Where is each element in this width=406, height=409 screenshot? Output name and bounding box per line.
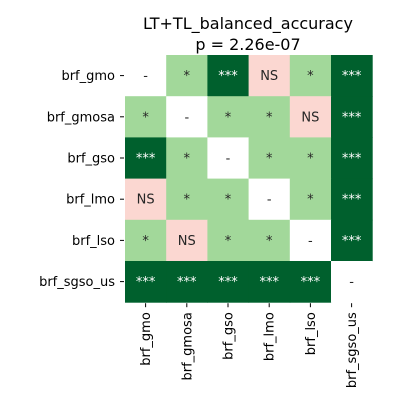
heatmap-cell-label: * (307, 152, 314, 167)
heatmap-cell-label: * (142, 234, 149, 249)
heatmap-cell-label: *** (342, 234, 362, 249)
heatmap-cell-label: *** (342, 69, 362, 84)
heatmap-cell-label: *** (259, 275, 279, 290)
col-tick-label: brf_gmosa (180, 312, 195, 380)
heatmap-cell-label: * (225, 234, 232, 249)
row-tick-label: brf_gmo (61, 69, 115, 84)
heatmap-cell-label: *** (342, 110, 362, 125)
heatmap-cell-label: * (266, 152, 273, 167)
heatmap-cell-label: NS (260, 69, 278, 84)
row-tick-label: brf_gmosa (47, 110, 115, 125)
row-tick-label: brf_lmo (66, 193, 115, 208)
heatmap-cell-label: - (226, 152, 231, 167)
col-tick-labels: brf_gmo brf_gmosa brf_gso brf_lmo brf_lso brf… (139, 303, 360, 388)
heatmap-cell-label: - (184, 110, 189, 125)
col-tick-label: brf_lso (304, 312, 319, 355)
heatmap-cell-label: * (307, 69, 314, 84)
heatmap-cell-label: * (184, 152, 191, 167)
heatmap-cell-label: * (266, 234, 273, 249)
heatmap-cell-label: *** (177, 275, 197, 290)
row-tick-label: brf_lso (72, 234, 115, 249)
heatmap-cell-label: *** (136, 152, 156, 167)
heatmap-cells: - * *** NS * **** - * * NS ****** * - * * ***NS * * - * ****… (125, 55, 373, 303)
col-tick-label: brf_gmo (139, 312, 154, 366)
heatmap-cell-label: * (142, 110, 149, 125)
heatmap-cell-label: * (184, 193, 191, 208)
row-tick-label: brf_gso (67, 152, 115, 167)
chart-subtitle-pvalue: p = 2.26e-07 (195, 35, 300, 54)
row-tick-label: brf_sgso_us (39, 275, 115, 290)
heatmap-cell-label: NS (137, 193, 155, 208)
heatmap-cell-label: - (349, 275, 354, 290)
heatmap-cell-label: *** (342, 152, 362, 167)
heatmap-cell-label: - (267, 193, 272, 208)
heatmap-cell-label: *** (342, 193, 362, 208)
heatmap-cell-label: * (225, 110, 232, 125)
heatmap-cell-label: * (225, 193, 232, 208)
heatmap-cell-label: - (143, 69, 148, 84)
row-tick-labels: brf_gmo brf_gmosa brf_gso brf_lmo brf_lsobrf… (39, 69, 124, 290)
col-tick-label: brf_gso (222, 312, 237, 360)
heatmap-cell-label: NS (178, 234, 196, 249)
col-tick-label: brf_lmo (263, 312, 278, 361)
chart-title: LT+TL_balanced_accuracy (143, 14, 353, 34)
heatmap-cell-label: NS (301, 110, 319, 125)
heatmap-cell-label: *** (301, 275, 321, 290)
heatmap-cell-label: * (266, 110, 273, 125)
heatmap-cell-label: *** (218, 275, 238, 290)
col-tick-label: brf_sgso_us (345, 312, 360, 388)
heatmap-cell-label: *** (218, 69, 238, 84)
heatmap-cell-label: * (307, 193, 314, 208)
heatmap-cell-label: - (308, 234, 313, 249)
heatmap-cell-label: *** (136, 275, 156, 290)
heatmap-cell-label: * (184, 69, 191, 84)
